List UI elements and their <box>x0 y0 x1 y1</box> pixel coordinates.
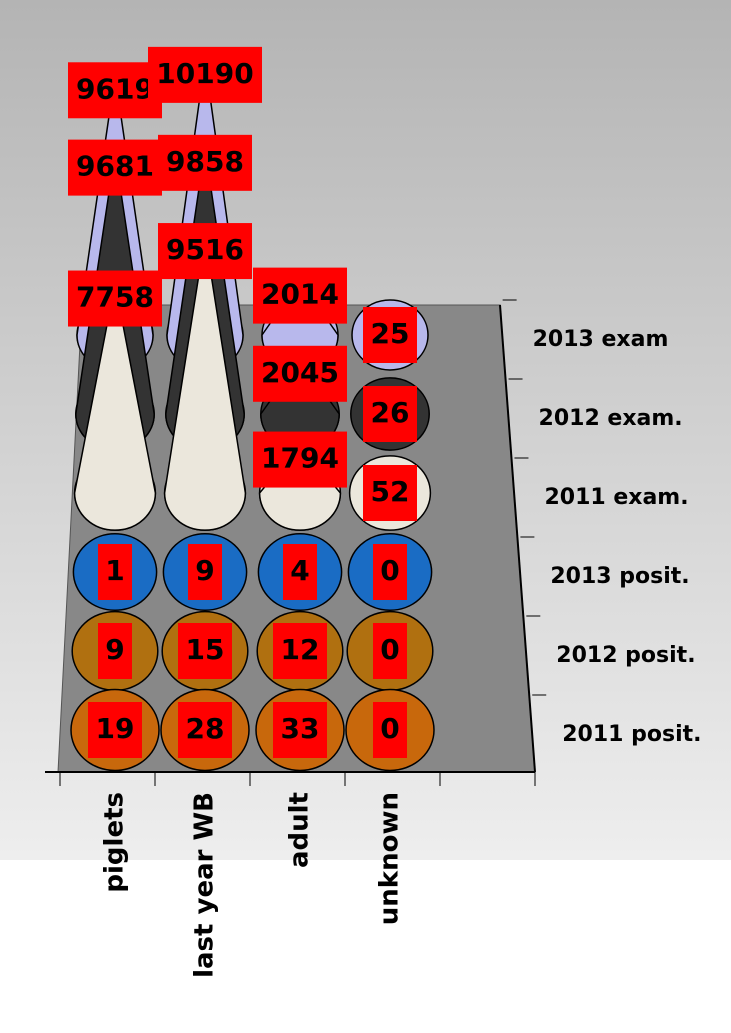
x-tick-label: adult <box>285 792 315 868</box>
label-box <box>363 386 417 442</box>
data-label: 12 <box>281 633 320 666</box>
label-box <box>98 623 132 679</box>
data-label: 26 <box>371 396 410 429</box>
data-label: 7758 <box>76 281 154 314</box>
data-label: 9 <box>195 554 214 587</box>
data-label: 0 <box>380 712 399 745</box>
label-box <box>178 702 232 758</box>
x-tick-label: last year WB <box>190 792 220 978</box>
legend-label: 2011 posit. <box>562 722 701 747</box>
data-label: 0 <box>380 633 399 666</box>
x-tick-label: unknown <box>375 792 405 925</box>
label-box <box>253 267 347 324</box>
cone <box>73 283 157 531</box>
data-label: 2045 <box>261 356 339 389</box>
data-label: 25 <box>371 317 410 350</box>
x-tick-label: piglets <box>100 792 130 893</box>
data-label: 0 <box>380 554 399 587</box>
label-box <box>363 465 417 521</box>
depth-axis <box>499 304 536 773</box>
data-label: 33 <box>281 712 320 745</box>
label-box <box>253 431 347 488</box>
legend-label: 2012 exam. <box>539 406 683 431</box>
legend-label: 2011 exam. <box>544 485 688 510</box>
cone-body <box>73 283 157 531</box>
data-label: 9619 <box>76 72 154 105</box>
legend-label: 2013 exam <box>533 327 669 352</box>
label-box <box>188 544 222 600</box>
data-label: 9858 <box>166 145 244 178</box>
label-box <box>88 702 142 758</box>
data-label: 10190 <box>156 57 253 90</box>
data-label: 4 <box>290 554 309 587</box>
label-box <box>68 62 162 119</box>
label-box <box>373 544 407 600</box>
label-box <box>273 702 327 758</box>
label-box <box>363 307 417 363</box>
label-box <box>283 544 317 600</box>
label-box <box>68 139 162 196</box>
label-box <box>158 134 252 191</box>
legend-label: 2012 posit. <box>556 643 695 668</box>
data-label: 1794 <box>261 442 339 475</box>
label-box <box>373 623 407 679</box>
cone-body <box>163 235 247 531</box>
label-box <box>98 544 132 600</box>
data-label: 9516 <box>166 233 244 266</box>
data-label: 52 <box>371 475 410 508</box>
label-box <box>273 623 327 679</box>
label-box <box>178 623 232 679</box>
label-box <box>253 345 347 402</box>
label-box <box>373 702 407 758</box>
label-box <box>68 270 162 327</box>
data-label: 1 <box>105 554 124 587</box>
data-label: 9681 <box>76 150 154 183</box>
legend-label: 2013 posit. <box>550 564 689 589</box>
x-ticks <box>59 772 536 786</box>
background <box>0 860 731 1029</box>
data-label: 9 <box>105 633 124 666</box>
data-label: 15 <box>186 633 225 666</box>
data-label: 28 <box>186 712 225 745</box>
label-box <box>158 223 252 280</box>
data-label: 19 <box>96 712 135 745</box>
label-box <box>148 46 262 103</box>
cone <box>163 235 247 531</box>
data-label: 2014 <box>261 278 339 311</box>
